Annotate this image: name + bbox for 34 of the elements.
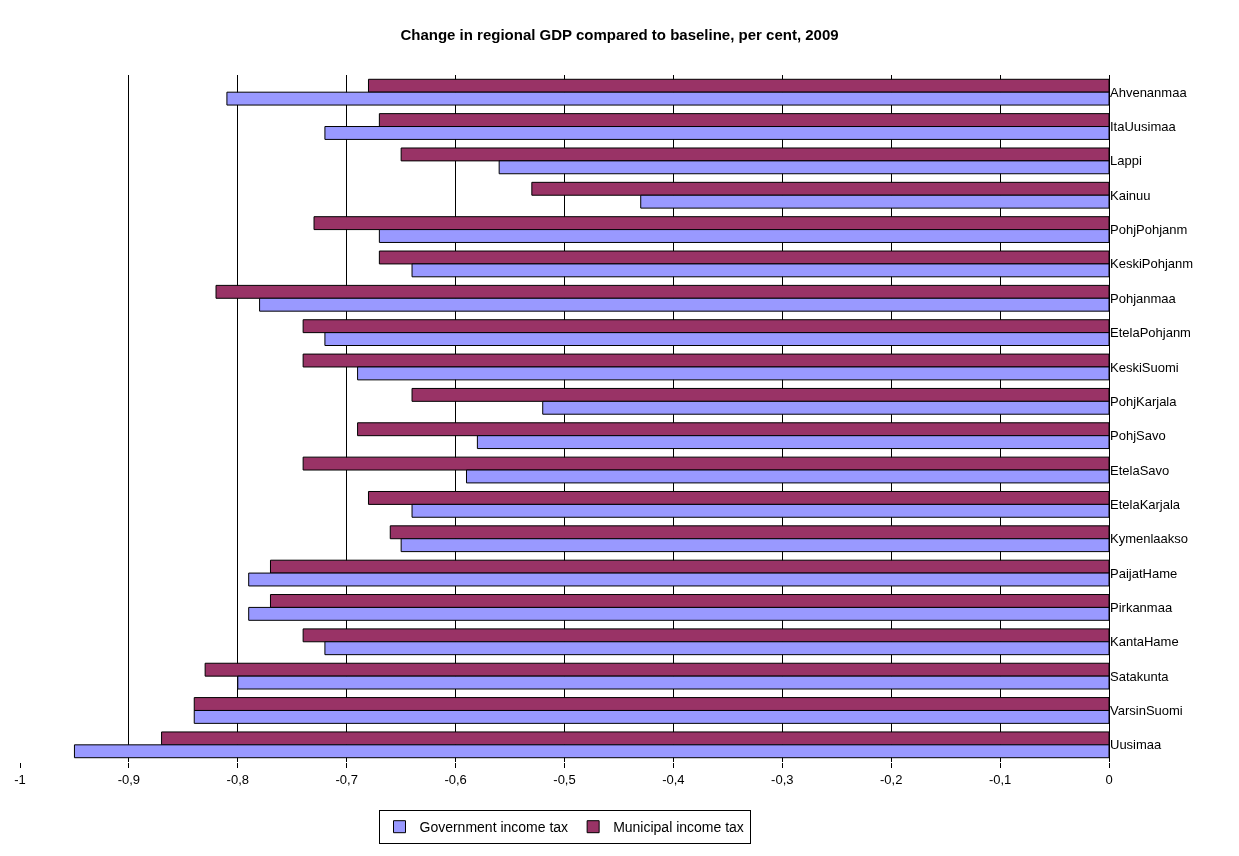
- x-tick-label: -0,6: [444, 771, 467, 787]
- legend-label: Government income tax: [419, 819, 569, 836]
- chart-title: Change in regional GDP compared to baseline, per cent, 2009: [400, 26, 839, 44]
- y-tick-label: Kainuu: [1110, 187, 1151, 203]
- x-tick-label: -0,7: [335, 771, 358, 787]
- x-tick-label: -1: [14, 771, 26, 787]
- y-tick-label: Satakunta: [1110, 668, 1170, 684]
- y-tick-label: PohjKarjala: [1110, 393, 1178, 409]
- y-tick-label: ItaUusimaa: [1110, 119, 1177, 135]
- y-tick-label: Uusimaa: [1110, 737, 1163, 753]
- y-tick-label: VarsinSuomi: [1110, 703, 1183, 719]
- y-tick-label: EtelaKarjala: [1110, 496, 1181, 512]
- y-tick-label: PaijatHame: [1110, 565, 1178, 581]
- y-tick-label: Kymenlaakso: [1110, 531, 1189, 547]
- y-tick-label: Pohjanmaa: [1110, 290, 1177, 306]
- y-tick-label: Lappi: [1110, 153, 1142, 169]
- y-tick-label: KantaHame: [1110, 634, 1179, 650]
- x-tick-label: 0: [1105, 771, 1113, 787]
- y-tick-label: PohjPohjanm: [1110, 222, 1188, 238]
- x-tick-label: -0,5: [553, 771, 576, 787]
- x-tick-label: -0,8: [226, 771, 249, 787]
- y-tick-label: EtelaSavo: [1110, 462, 1170, 478]
- y-tick-label: Pirkanmaa: [1110, 599, 1173, 615]
- y-tick-label: PohjSavo: [1110, 428, 1166, 444]
- x-tick-label: -0,9: [117, 771, 141, 787]
- y-tick-label: Ahvenanmaa: [1110, 84, 1188, 100]
- y-tick-label: KeskiSuomi: [1110, 359, 1179, 375]
- x-tick-label: -0,2: [880, 771, 903, 787]
- x-tick-label: -0,1: [988, 771, 1012, 787]
- y-tick-label: KeskiPohjanm: [1110, 256, 1194, 272]
- y-tick-label: EtelaPohjanm: [1110, 325, 1191, 341]
- legend-label: Municipal income tax: [613, 819, 744, 836]
- x-tick-label: -0,4: [662, 771, 685, 787]
- x-tick-label: -0,3: [771, 771, 794, 787]
